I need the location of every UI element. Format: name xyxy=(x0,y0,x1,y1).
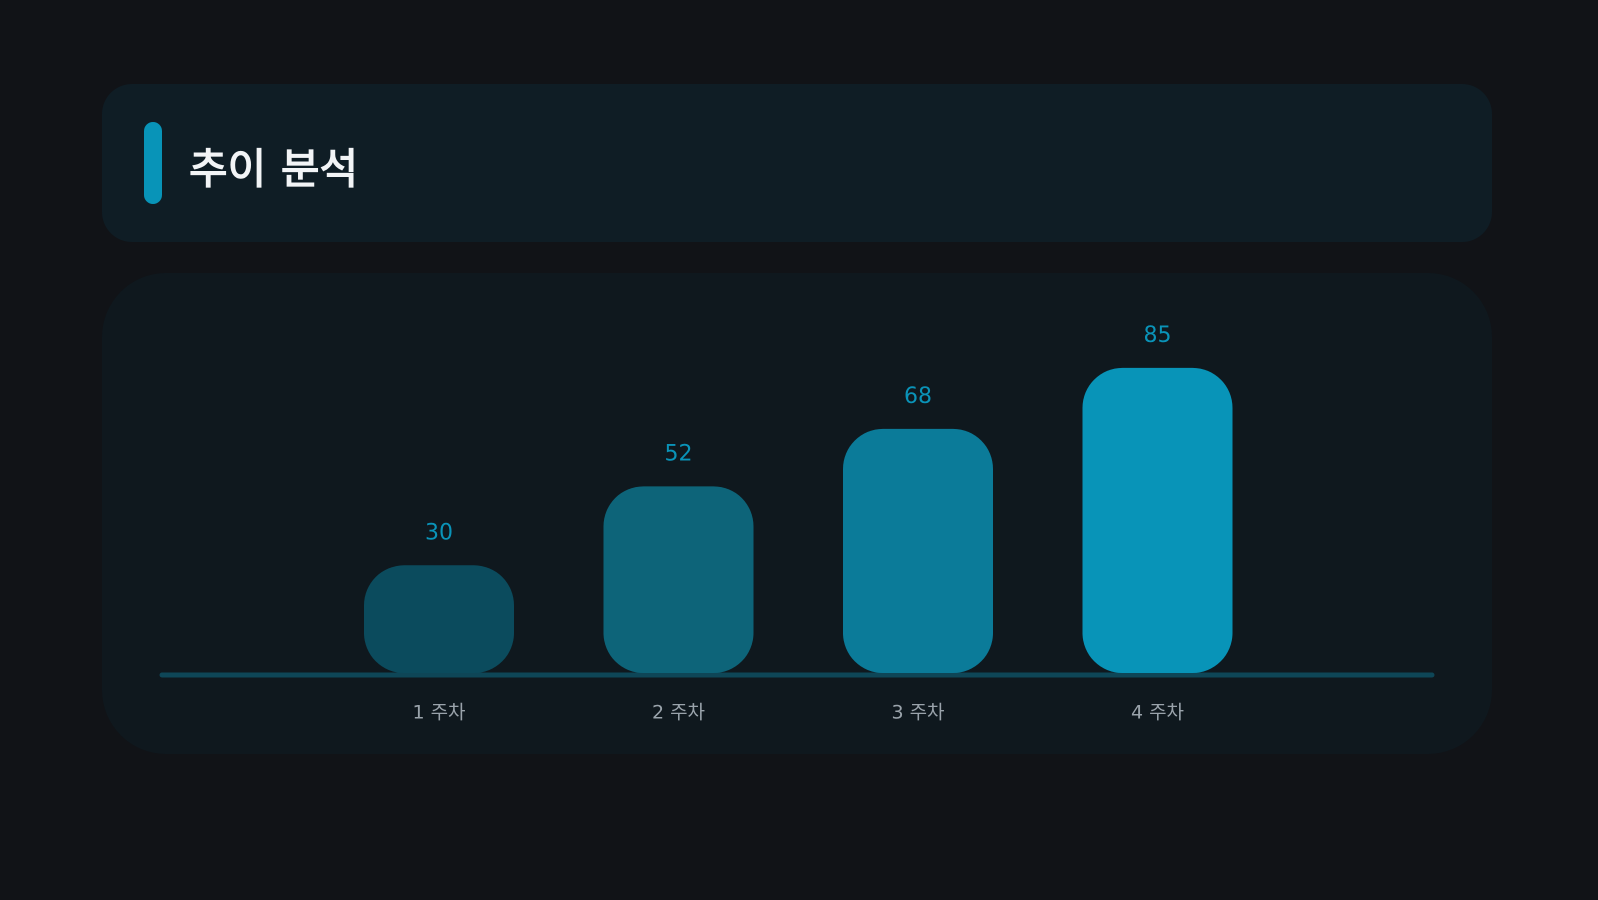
value-label: 68 xyxy=(904,384,932,409)
bar xyxy=(1082,367,1233,673)
chart-title: 추이 분석 xyxy=(189,145,358,194)
value-label: 85 xyxy=(1144,323,1172,348)
header-card xyxy=(102,84,1492,242)
value-label: 52 xyxy=(665,441,693,466)
value-label: 30 xyxy=(425,520,453,545)
x-tick-label: 3 주차 xyxy=(891,702,944,724)
x-tick-label: 2 주차 xyxy=(652,702,705,724)
x-tick-label: 4 주차 xyxy=(1131,702,1184,724)
accent-bar xyxy=(144,122,162,204)
bar xyxy=(364,565,514,673)
bar xyxy=(843,428,993,673)
x-tick-label: 1 주차 xyxy=(412,702,465,724)
bar xyxy=(603,486,754,673)
chart-card xyxy=(102,273,1492,754)
